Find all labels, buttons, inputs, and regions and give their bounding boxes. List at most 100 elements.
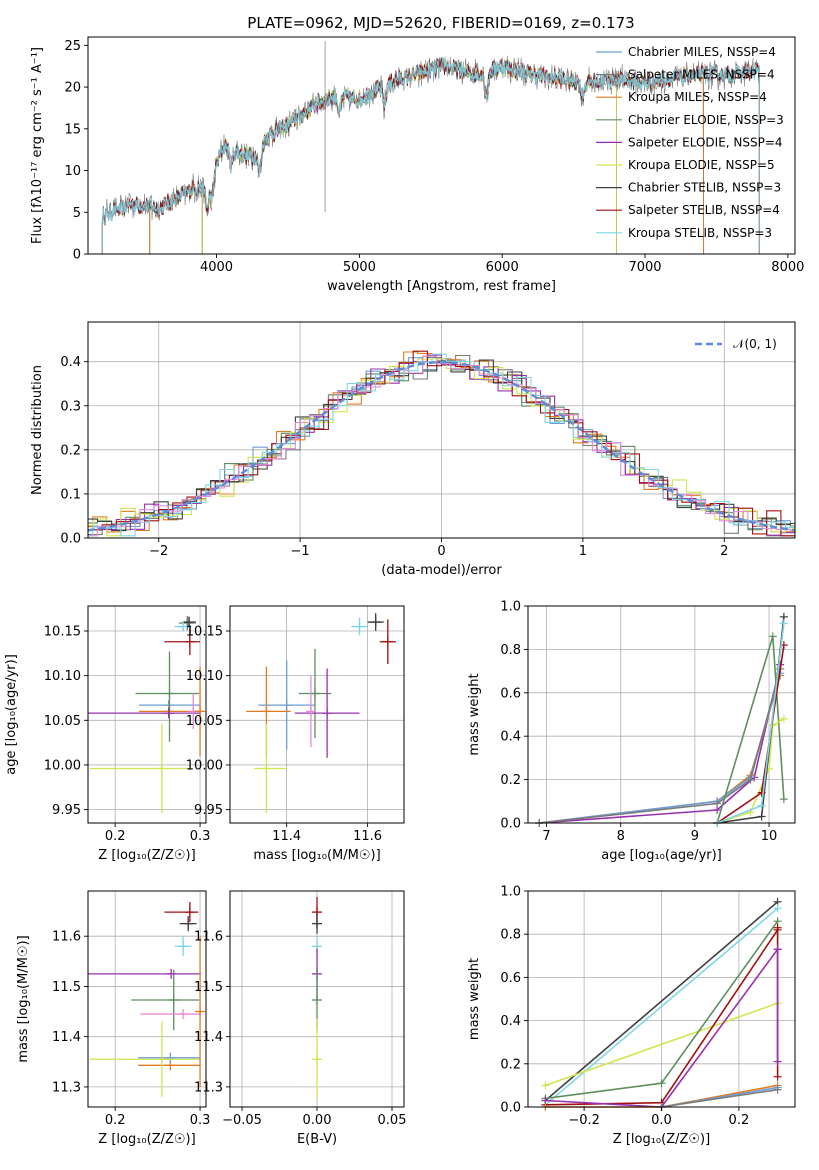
age-vs-Z-point: [88, 708, 201, 719]
residuals-xtick-label: −1: [291, 544, 310, 559]
legend-entry: 𝒩(0, 1): [733, 337, 777, 351]
weight-vs-age-marker: [757, 788, 766, 797]
age-vs-Z-xlabel: Z [log₁₀(Z/Z☉)]: [98, 848, 195, 863]
residuals-ylabel: Normed distribution: [30, 365, 45, 495]
spectrum-xtick-label: 5000: [343, 260, 376, 275]
mass-vs-Z-frame: [87, 890, 207, 1108]
legend-entry: Chabrier STELIB, NSSP=3: [628, 181, 781, 195]
age-vs-Z-ytick-label: 10.15: [44, 625, 81, 640]
spectrum-ylabel: Flux [fλ10⁻¹⁷ erg cm⁻² s⁻¹ A⁻¹]: [30, 47, 45, 244]
mass-vs-Z-xtick-label: 0.3: [190, 1113, 211, 1128]
legend-entry: Salpeter STELIB, NSSP=4: [628, 203, 780, 217]
age-vs-mass-xlabel: mass [log₁₀(M/M☉)]: [253, 848, 380, 863]
mass-vs-EBV-xtick-label: −0.05: [222, 1113, 262, 1128]
mass-vs-Z-point: [89, 1021, 201, 1097]
age-vs-mass-ytick-label: 10.10: [186, 669, 223, 684]
age-vs-Z-ylabel: age [log₁₀(age/yr)]: [4, 654, 19, 775]
legend-entry: Salpeter ELODIE, NSSP=4: [628, 135, 783, 149]
weight-vs-age-xlabel: age [log₁₀(age/yr)]: [601, 848, 722, 863]
weight-vs-Z-marker: [773, 945, 782, 954]
weight-vs-age-ytick-label: 0.8: [500, 643, 521, 658]
age-vs-Z-ytick-label: 10.10: [44, 669, 81, 684]
age-vs-mass-ytick-label: 10.00: [186, 758, 223, 773]
age-vs-Z-point: [182, 616, 196, 628]
mass-vs-EBV-point: [312, 913, 322, 934]
spectrum-xtick-label: 7000: [628, 260, 661, 275]
weight-vs-age-ylabel: mass weight: [467, 673, 482, 755]
residuals-xtick-label: −2: [149, 544, 168, 559]
residual-histogram-chabrier-miles: [88, 357, 795, 530]
spectrum-ytick-label: 20: [64, 81, 81, 96]
mass-vs-EBV-ytick-label: 11.3: [194, 1080, 223, 1095]
legend-entry: Kroupa MILES, NSSP=4: [628, 90, 767, 104]
weight-vs-Z-plot-area: [541, 897, 782, 1111]
age-vs-mass-axes: [230, 606, 404, 823]
weight-vs-age-marker: [779, 795, 788, 804]
mass-vs-EBV-xtick-label: 0.05: [378, 1113, 407, 1128]
weight-vs-age-series-line: [539, 673, 781, 824]
weight-vs-Z-marker: [541, 1081, 550, 1090]
weight-vs-Z-marker: [773, 923, 782, 932]
spectrum-ytick-label: 10: [64, 164, 81, 179]
age-vs-Z-ytick-label: 10.00: [44, 758, 81, 773]
residual-histogram-kroupa-miles: [88, 351, 795, 533]
weight-vs-age-xtick-label: 9: [691, 829, 699, 844]
mass-vs-Z-point: [138, 1060, 201, 1071]
age-vs-mass-ytick-label: 10.05: [186, 714, 223, 729]
weight-vs-Z-marker: [773, 904, 782, 913]
spectrum-ytick-label: 5: [73, 206, 81, 221]
spectrum-model-kroupa-stelib: [101, 56, 760, 254]
age-vs-Z-ytick-label: 9.95: [52, 803, 81, 818]
weight-vs-Z-marker: [773, 1085, 782, 1094]
mass-vs-Z-point: [164, 902, 199, 923]
weight-vs-Z-marker: [657, 1079, 666, 1088]
mass-vs-Z-plot-area: [88, 902, 206, 1097]
weight-vs-age-marker: [779, 714, 788, 723]
mass-vs-Z-ytick-label: 11.3: [52, 1080, 81, 1095]
residuals-xtick-label: 2: [720, 544, 728, 559]
age-vs-Z-point: [135, 651, 200, 742]
mass-vs-Z-xtick-label: 0.2: [105, 1113, 126, 1128]
mass-vs-Z-point: [195, 936, 206, 1087]
weight-vs-age-marker: [779, 619, 788, 628]
age-vs-Z-point: [164, 628, 201, 656]
age-vs-Z-plot-area: [88, 615, 206, 814]
residuals-ytick-label: 0.3: [60, 399, 81, 414]
mass-vs-Z-point: [88, 968, 201, 979]
legend-entry: Kroupa STELIB, NSSP=3: [628, 226, 772, 240]
weight-vs-age-series-line: [539, 675, 781, 824]
weight-vs-age-marker: [713, 799, 722, 808]
age-vs-Z-frame: [87, 605, 207, 824]
age-vs-Z-point: [89, 723, 191, 814]
mass-vs-Z-ytick-label: 11.6: [52, 930, 81, 945]
residuals-xlabel: (data-model)/error: [381, 563, 502, 578]
age-vs-mass-point: [294, 668, 360, 758]
spectrum-xlabel: wavelength [Angstrom, rest frame]: [327, 279, 556, 294]
weight-vs-Z-series-line: [545, 1002, 778, 1087]
weight-vs-age-ytick-label: 0.0: [500, 817, 521, 832]
age-vs-mass-point: [367, 613, 384, 632]
spectrum-model-kroupa-elodie: [201, 58, 617, 254]
mass-vs-EBV-ytick-label: 11.4: [194, 1030, 223, 1045]
mass-vs-EBV-ytick-label: 11.5: [194, 980, 223, 995]
mass-vs-Z-point: [179, 916, 197, 932]
age-vs-Z-point: [178, 615, 196, 631]
weight-vs-age-marker: [746, 775, 755, 784]
residuals-ytick-label: 0.1: [60, 487, 81, 502]
weight-vs-age-xtick-label: 8: [617, 829, 625, 844]
mass-vs-Z-point: [174, 936, 192, 957]
age-vs-mass-point: [379, 619, 396, 665]
weight-vs-age-plot-area: [535, 612, 788, 827]
spectrum-model-salpeter-stelib: [101, 58, 760, 254]
spectrum-xtick-label: 8000: [771, 260, 804, 275]
age-vs-Z-xtick-label: 0.2: [105, 829, 126, 844]
weight-vs-age-xtick-label: 7: [542, 829, 550, 844]
mass-vs-EBV-point: [312, 1019, 322, 1100]
age-vs-mass-point: [246, 666, 291, 757]
legend-entry: Kroupa ELODIE, NSSP=5: [628, 158, 775, 172]
figure-title: PLATE=0962, MJD=52620, FIBERID=0169, z=0…: [247, 14, 634, 32]
weight-vs-age-series-line: [716, 718, 785, 824]
age-vs-mass-point: [298, 648, 332, 739]
age-vs-mass-frame: [229, 605, 405, 824]
